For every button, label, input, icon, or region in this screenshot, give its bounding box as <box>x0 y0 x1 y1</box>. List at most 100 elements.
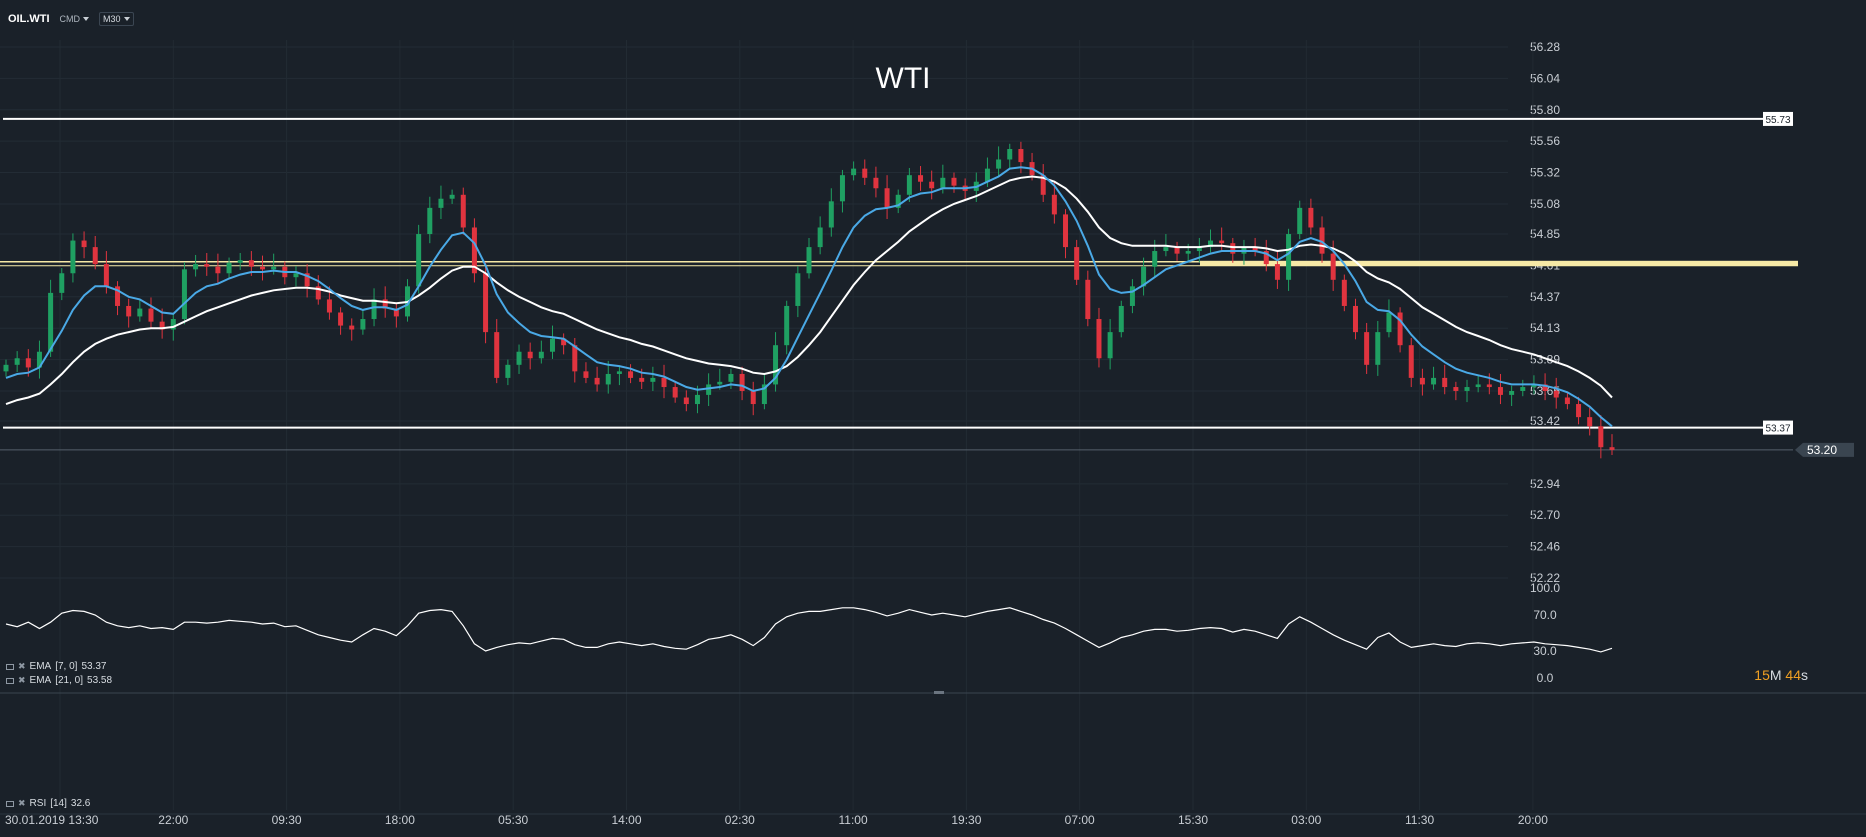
close-icon[interactable]: ✖ <box>18 798 26 808</box>
candle-body <box>115 286 121 306</box>
candle-body <box>1431 377 1437 385</box>
candle-body <box>1397 312 1403 346</box>
candle-body <box>1386 312 1392 333</box>
candle-body <box>315 286 321 300</box>
rsi-legend[interactable]: ✖ RSI [14] 32.6 <box>6 798 90 809</box>
candle-body <box>1553 390 1559 398</box>
candle-body <box>884 188 890 208</box>
settings-icon[interactable] <box>6 800 14 807</box>
candle-body <box>349 325 355 330</box>
timeframe-label: M30 <box>103 14 121 24</box>
candle-body <box>918 175 924 182</box>
candle-body <box>1308 207 1314 228</box>
price-tick-label: 54.37 <box>1530 290 1560 304</box>
candle-body <box>226 262 232 274</box>
candle-body <box>538 351 544 359</box>
candle-body <box>1520 387 1526 391</box>
candle-body <box>795 273 801 306</box>
candle-body <box>1219 240 1225 244</box>
chart-toolbar: OIL.WTI CMD M30 <box>8 10 134 28</box>
time-tick-label: 02:30 <box>725 813 755 827</box>
ema7-params: [7, 0] <box>55 661 78 672</box>
settings-icon[interactable] <box>6 663 14 670</box>
candle-body <box>1051 194 1057 215</box>
time-tick-label: 30.01.2019 13:30 <box>5 813 99 827</box>
ema21-legend[interactable]: ✖ EMA [21, 0] 53.58 <box>6 675 112 686</box>
ema21-value: 53.58 <box>87 675 113 686</box>
candle-body <box>1486 384 1492 388</box>
candle-body <box>204 264 210 267</box>
price-tick-label: 52.22 <box>1530 571 1560 585</box>
candle-body <box>338 312 344 326</box>
ema21-name: EMA <box>29 675 52 686</box>
candle-body <box>1196 247 1202 252</box>
current-price-label: 53.20 <box>1807 443 1837 457</box>
candle-body <box>1497 387 1503 395</box>
candle-body <box>438 198 444 208</box>
candle-body <box>215 266 221 274</box>
close-icon[interactable]: ✖ <box>18 675 26 685</box>
candle-body <box>460 194 466 228</box>
candle-body <box>36 351 42 368</box>
candle-body <box>25 358 31 368</box>
candle-body <box>427 207 433 235</box>
symbol-label[interactable]: OIL.WTI <box>8 13 50 25</box>
candle-body <box>1475 384 1481 388</box>
time-tick-label: 14:00 <box>611 813 641 827</box>
settings-icon[interactable] <box>6 677 14 684</box>
candle-body <box>929 181 935 189</box>
candle-body <box>1531 384 1537 388</box>
candle-body <box>873 177 879 189</box>
level-label-box <box>1763 420 1793 435</box>
candle-body <box>1040 175 1046 195</box>
candle-body <box>1341 279 1347 306</box>
candle-body <box>750 390 756 405</box>
candle-body <box>371 299 377 320</box>
candle-body <box>193 264 199 270</box>
price-tick-label: 55.56 <box>1530 134 1560 148</box>
price-tick-label: 53.42 <box>1530 414 1560 428</box>
candle-body <box>839 175 845 202</box>
candle-body <box>1018 149 1024 163</box>
candle-body <box>650 377 656 382</box>
candle-body <box>103 264 109 287</box>
candle-body <box>170 319 176 330</box>
candle-body <box>1375 332 1381 365</box>
candle-body <box>1118 305 1124 333</box>
candle-body <box>572 345 578 372</box>
candle-body <box>1564 397 1570 405</box>
candle-body <box>661 377 667 388</box>
instrument-type-label: CMD <box>59 14 81 24</box>
close-icon[interactable]: ✖ <box>18 661 26 671</box>
candle-body <box>739 373 745 391</box>
timeframe-button[interactable]: M30 <box>99 12 134 26</box>
candle-body <box>1185 251 1191 254</box>
candle-body <box>1609 447 1615 450</box>
rsi-tick-label: 70.0 <box>1533 608 1557 622</box>
candle-body <box>126 305 132 317</box>
candle-body <box>862 168 868 178</box>
candle-body <box>906 175 912 195</box>
time-tick-label: 11:00 <box>839 813 868 827</box>
ema7-legend[interactable]: ✖ EMA [7, 0] 53.37 <box>6 661 107 672</box>
candle-body <box>1319 227 1325 254</box>
candle-body <box>639 377 645 382</box>
candle-body <box>1107 332 1113 359</box>
candle-body <box>260 266 266 270</box>
candle-body <box>628 371 634 378</box>
candle-body <box>694 394 700 405</box>
candle-body <box>1096 319 1102 359</box>
time-tick-label: 20:00 <box>1518 813 1548 827</box>
countdown-minutes: 15 <box>1754 667 1770 683</box>
candle-body <box>92 247 98 265</box>
candle-body <box>304 273 310 287</box>
candle-body <box>1464 387 1470 391</box>
instrument-type-button[interactable]: CMD <box>60 14 90 24</box>
candle-body <box>1576 404 1582 418</box>
candle-body <box>1509 390 1515 395</box>
candle-body <box>59 273 65 293</box>
rsi-tick-label: 0.0 <box>1537 671 1554 685</box>
candle-body <box>940 177 946 189</box>
price-tick-label: 55.32 <box>1530 166 1560 180</box>
